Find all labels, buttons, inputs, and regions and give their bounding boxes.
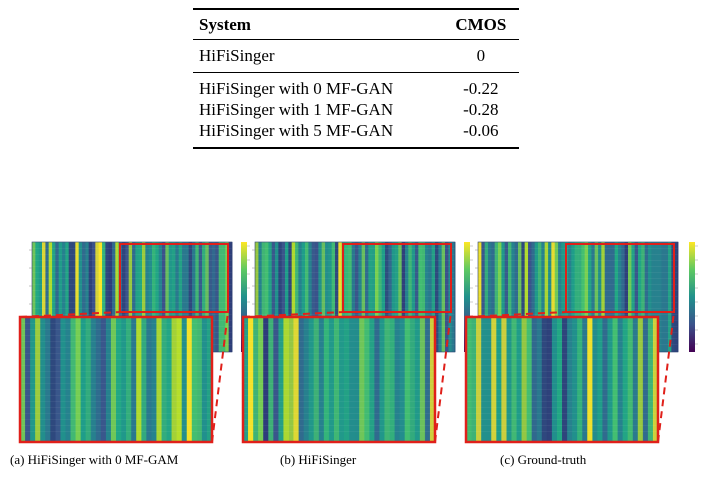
caption-b: (b) HiFiSinger bbox=[280, 452, 357, 467]
caption-c: (c) Ground-truth bbox=[500, 452, 587, 467]
spectrogram-panel bbox=[464, 241, 698, 444]
table-row: HiFiSinger 0 bbox=[193, 39, 519, 73]
cmos-cell: -0.22 bbox=[463, 79, 499, 98]
table-row: HiFiSinger with 0 MF-GAN -0.22 bbox=[193, 72, 519, 100]
header-system: System bbox=[199, 15, 251, 34]
spectrogram-panel bbox=[241, 241, 473, 444]
table-row: HiFiSinger with 1 MF-GAN -0.28 bbox=[193, 99, 519, 120]
header-cmos: CMOS bbox=[455, 15, 507, 34]
cmos-table: System CMOS HiFiSinger 0 HiFiSinger with… bbox=[193, 8, 519, 149]
system-cell: HiFiSinger bbox=[199, 46, 275, 65]
system-cell: HiFiSinger with 5 MF-GAN bbox=[199, 121, 394, 140]
cmos-cell: -0.06 bbox=[463, 121, 499, 140]
table-row: HiFiSinger with 5 MF-GAN -0.06 bbox=[193, 120, 519, 148]
system-cell: HiFiSinger with 1 MF-GAN bbox=[199, 100, 394, 119]
table-header-row: System CMOS bbox=[193, 9, 519, 40]
cmos-cell: -0.28 bbox=[463, 100, 499, 119]
system-cell: HiFiSinger with 0 MF-GAN bbox=[199, 79, 394, 98]
caption-a: (a) HiFiSinger with 0 MF-GAM bbox=[10, 452, 179, 467]
cmos-cell: 0 bbox=[476, 46, 486, 65]
spectrogram-figure bbox=[18, 241, 698, 444]
spectrogram-panel bbox=[18, 241, 250, 444]
cmos-table-container: System CMOS HiFiSinger 0 HiFiSinger with… bbox=[193, 8, 519, 149]
